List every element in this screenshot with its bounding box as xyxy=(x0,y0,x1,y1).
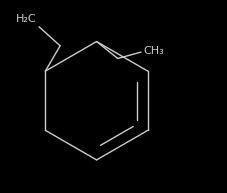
Text: H₂C: H₂C xyxy=(16,14,37,24)
Text: CH₃: CH₃ xyxy=(143,46,164,56)
